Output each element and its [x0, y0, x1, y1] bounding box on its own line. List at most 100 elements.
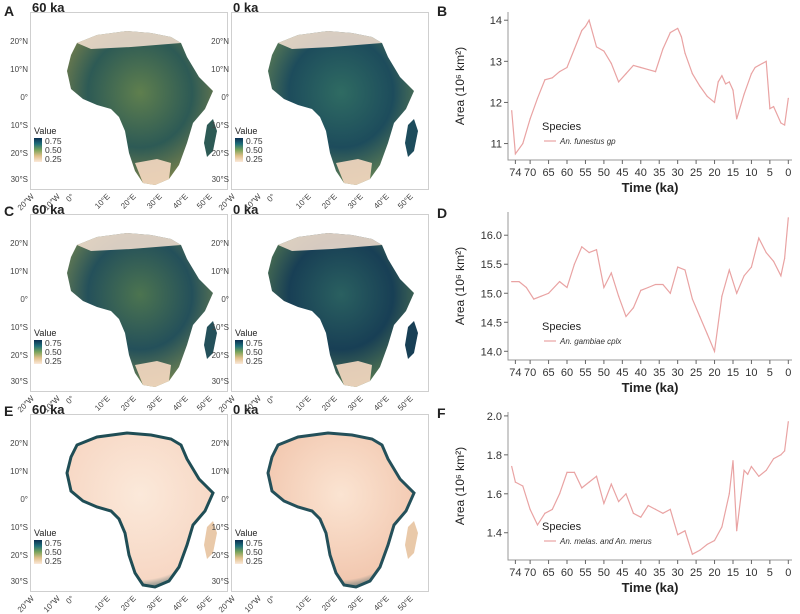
map-a-60ka-svg — [67, 31, 217, 185]
x-tick-label: 15 — [727, 367, 739, 379]
lat-tick-label: 10°S — [10, 121, 28, 130]
data-point — [566, 471, 568, 473]
low-suitability-north — [77, 233, 181, 251]
legend-title: Value — [34, 328, 57, 338]
lon-tick-label: 40°E — [171, 594, 190, 613]
lat-tick-label: 0° — [20, 495, 28, 504]
data-point — [732, 460, 734, 462]
lon-tick-label: 30°E — [346, 394, 365, 413]
x-tick-label: 65 — [542, 567, 554, 579]
lon-tick-label: 20°E — [320, 394, 339, 413]
legend-tick-label: 0.25 — [246, 556, 263, 566]
y-axis-label: Area (10⁶ km²) — [453, 47, 467, 125]
data-point — [713, 101, 716, 104]
x-tick-label: 15 — [727, 567, 739, 579]
x-tick-label: 70 — [524, 167, 536, 179]
x-tick-label: 60 — [561, 567, 573, 579]
lon-tick-label: 10°E — [93, 594, 112, 613]
x-tick-label: 30 — [672, 567, 684, 579]
low-suitability-north — [77, 31, 181, 49]
x-tick-label: 65 — [542, 167, 554, 179]
x-tick-label: 55 — [579, 367, 591, 379]
data-point — [758, 64, 760, 67]
legend-title: Value — [235, 126, 258, 136]
data-point — [732, 89, 734, 91]
x-tick-label: 65 — [542, 367, 554, 379]
legend-tick-label: 0.75 — [246, 136, 263, 146]
data-point — [713, 539, 716, 542]
low-suitability-south — [135, 361, 171, 387]
chart-f: 1.41.61.82.074 70 65 60 55 50 45 40 35 30 25 20 15 10… — [453, 411, 792, 595]
africa-landmass — [268, 233, 414, 387]
data-point — [610, 62, 612, 64]
lat-tick-label: 20°N — [211, 439, 229, 448]
y-tick-label: 1.8 — [487, 450, 502, 462]
data-point — [758, 475, 760, 477]
data-point — [618, 500, 620, 503]
x-tick-label: 50 — [598, 167, 610, 179]
data-point — [736, 118, 738, 120]
x-tick-label: 74 — [509, 167, 521, 179]
legend-tick-label: 0.75 — [246, 538, 263, 548]
data-point — [728, 81, 730, 83]
legend-color-bar — [34, 540, 42, 564]
lat-tick-label: 20°N — [211, 37, 229, 46]
panel-letter-a: A — [4, 3, 15, 19]
africa-landmass — [67, 233, 213, 387]
data-point — [610, 272, 612, 274]
panel-letter-c: C — [4, 203, 15, 219]
map-title-e-right: 0 ka — [233, 402, 259, 417]
data-point — [632, 307, 635, 309]
lat-tick-label: 20°N — [211, 239, 229, 248]
data-point — [684, 269, 686, 271]
data-point — [691, 298, 694, 300]
coastal-suitability — [266, 431, 416, 589]
data-point — [706, 543, 708, 546]
africa-landmass — [268, 31, 414, 185]
data-point — [677, 27, 679, 30]
data-point — [588, 19, 590, 21]
lat-tick-label: 30°S — [211, 175, 229, 184]
data-point — [551, 508, 553, 510]
color-legend: Value 0.75 0.50 0.25 — [235, 126, 285, 176]
data-point — [618, 81, 620, 83]
data-point — [551, 77, 553, 79]
y-axis-label: Area (10⁶ km²) — [453, 247, 467, 325]
data-point — [662, 283, 664, 286]
legend-tick-label: 0.50 — [246, 547, 263, 557]
data-point — [522, 142, 524, 145]
x-tick-label: 74 — [509, 367, 521, 379]
africa-landmass — [67, 31, 213, 185]
x-tick-label: 25 — [690, 167, 702, 179]
x-tick-label: 40 — [635, 367, 647, 379]
lat-tick-label: 10°S — [211, 121, 229, 130]
legend-title: Value — [34, 528, 57, 538]
lon-tick-label: 30°E — [145, 594, 164, 613]
lon-tick-label: 10°E — [93, 192, 112, 211]
data-point — [721, 75, 723, 77]
data-point — [772, 458, 775, 460]
lon-tick-label: 10°W — [41, 594, 63, 614]
color-legend: Value 0.75 0.50 0.25 — [34, 328, 84, 378]
data-point — [669, 31, 671, 34]
x-tick-label: 30 — [672, 367, 684, 379]
data-point — [743, 275, 745, 277]
data-point — [765, 469, 767, 472]
lat-tick-label: 0° — [221, 495, 229, 504]
lat-tick-label: 30°S — [10, 377, 28, 386]
x-tick-label: 10 — [745, 367, 757, 379]
data-point — [632, 64, 635, 67]
lat-tick-label: 30°S — [211, 577, 229, 586]
data-point — [780, 275, 782, 277]
data-point — [632, 512, 635, 514]
data-point — [669, 508, 671, 510]
data-point — [654, 283, 657, 286]
y-tick-label: 11 — [491, 139, 502, 151]
data-point — [544, 512, 546, 514]
y-tick-label: 2.0 — [487, 411, 502, 423]
data-point — [595, 475, 598, 477]
lon-tick-label: 20°W — [216, 594, 238, 614]
map-c-60ka-svg — [67, 233, 217, 387]
legend-tick-label: 0.50 — [246, 145, 263, 155]
y-tick-label: 14.5 — [481, 317, 502, 329]
